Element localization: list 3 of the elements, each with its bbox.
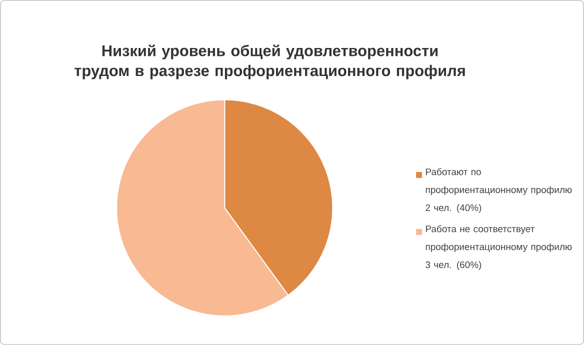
legend-label: Работа не соответствует профориентационному профилю 3 чел. (60%) bbox=[426, 225, 572, 270]
chart-title: Низкий уровень общей удовлетворенности трудом в разрезе профориентационного профиля bbox=[74, 44, 465, 80]
legend-label: Работают по профориентационному профилю 2 чел. (40%) bbox=[426, 168, 572, 213]
